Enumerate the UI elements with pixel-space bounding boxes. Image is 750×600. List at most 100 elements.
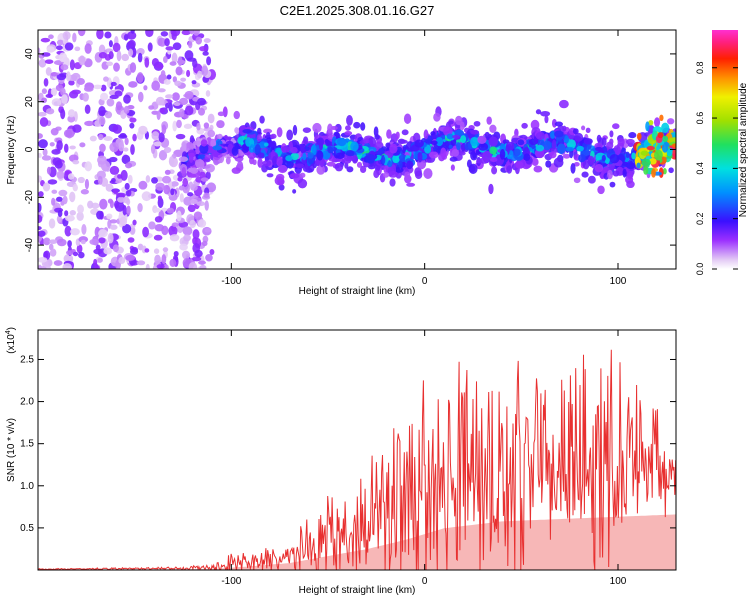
spectrogram-cell — [596, 134, 602, 143]
spectrogram-cell — [263, 142, 269, 147]
spectrogram-cell — [562, 125, 567, 132]
spectrogram-cell — [38, 191, 44, 197]
spectrogram-cell — [38, 226, 42, 231]
spectrogram-cell — [292, 189, 297, 194]
spectrogram-cell — [168, 156, 175, 167]
spectrogram-cell — [499, 148, 506, 160]
spectrogram-cell — [47, 179, 58, 185]
spectrogram-cell — [118, 134, 128, 139]
spectrogram-cell — [486, 116, 492, 125]
spectrogram-cell — [143, 85, 148, 91]
spectrogram-cell — [601, 137, 607, 147]
spectrogram-cell — [612, 123, 620, 130]
spectrogram-cell — [38, 47, 41, 55]
spectrogram-cell — [99, 143, 106, 153]
spectrogram-cell — [164, 38, 170, 47]
spectrogram-cell — [205, 254, 213, 262]
spectrogram-cell — [206, 56, 212, 66]
figure-title: C2E1.2025.308.01.16.G27 — [280, 3, 435, 18]
spectrogram-cell — [114, 200, 120, 209]
spectrogram-cell — [124, 182, 130, 190]
spectrogram-cell — [60, 64, 69, 71]
spectrogram-cell — [345, 150, 355, 157]
colorbar-tick-label: 0.6 — [695, 112, 705, 125]
spectrogram-cell — [360, 165, 367, 174]
spectrogram-cell — [162, 55, 168, 63]
spectrogram-cell — [345, 125, 351, 131]
spectrogram-cell — [667, 118, 675, 125]
spectrogram-cell — [151, 131, 160, 141]
spectrogram-cell — [506, 165, 513, 174]
spectrogram-cell — [145, 263, 150, 269]
spectrogram-cell — [290, 146, 298, 154]
spectrogram-cell — [163, 79, 171, 85]
spectrogram-cell — [360, 122, 366, 131]
spectrogram-cell — [78, 55, 86, 66]
spectrogram-cell — [578, 154, 586, 163]
spectrogram-cell — [570, 163, 576, 174]
spectrogram-cell — [609, 181, 616, 188]
spectrogram-cell — [203, 122, 210, 129]
spectrogram-cell — [108, 40, 113, 48]
spectrogram-cell — [202, 51, 209, 56]
spectrogram-cell — [56, 238, 67, 247]
spectrogram-cell — [48, 239, 58, 244]
spectrogram-cell — [231, 167, 241, 174]
spectrogram-cell — [631, 152, 636, 160]
spectrogram-cell — [166, 207, 175, 214]
spectrogram-cell — [263, 128, 273, 134]
spectrogram-cell — [168, 225, 178, 237]
spectrogram-cell — [295, 163, 305, 168]
spectrogram-cell — [612, 170, 620, 177]
spectrogram-cell — [84, 161, 92, 172]
spectrogram-cell — [114, 90, 123, 97]
spectrogram-cell — [234, 127, 239, 134]
colorbar-gradient — [712, 30, 738, 269]
spectrogram-cell — [189, 30, 195, 35]
snr-x-tick-label: 0 — [422, 576, 428, 587]
spectrogram-cell — [661, 143, 669, 153]
spectrogram-cell — [82, 92, 89, 102]
spectrogram-cell — [478, 142, 489, 151]
spectrogram-cell — [535, 144, 545, 152]
spectrogram-cell — [38, 256, 48, 263]
snr-panel: -100 0 100 0.5 1.0 1.5 2.0 2.5 Height of strai… — [5, 327, 677, 596]
spectrogram-cell — [155, 96, 165, 106]
spectrogram-cell — [449, 156, 458, 162]
spectrogram-cell — [45, 67, 52, 76]
spectrogram-cell — [57, 209, 63, 218]
spectrogram-cell — [125, 162, 133, 169]
spectrogram-cell — [56, 170, 65, 179]
spectrogram-cell — [268, 142, 275, 148]
spectrogram-cell — [374, 134, 380, 140]
spectrogram-cell — [385, 142, 391, 148]
spectrogram-cell — [41, 52, 51, 57]
spectrogram-cell — [335, 152, 345, 159]
spectrogram-cell — [203, 192, 210, 199]
spectrogram-cell — [38, 139, 48, 149]
spectrogram-cell — [132, 219, 137, 226]
spectrogram-cell — [468, 149, 475, 155]
spectrogram-y-tick-label: -40 — [24, 237, 35, 252]
spectrogram-cell — [41, 88, 48, 95]
spectrogram-cell — [193, 140, 202, 146]
spectrogram-cell — [56, 215, 62, 223]
spectrogram-cell — [346, 115, 353, 126]
spectrogram-cell — [666, 149, 673, 157]
spectrogram-cell — [55, 45, 63, 51]
snr-noise-envelope — [38, 514, 676, 570]
spectrogram-cell — [388, 171, 398, 178]
spectrogram-cell — [109, 200, 114, 209]
spectrogram-cell — [153, 207, 161, 213]
spectrogram-cell — [51, 148, 61, 155]
spectrogram-cell — [470, 136, 479, 147]
spectrogram-cell — [109, 165, 120, 175]
spectrogram-cell — [55, 196, 63, 202]
spectrogram-cell — [41, 155, 52, 161]
spectrogram-cell — [198, 46, 209, 52]
colorbar-tick-label: 0.0 — [695, 263, 705, 276]
spectrogram-cell — [156, 110, 161, 121]
spectrogram-cell — [276, 156, 283, 167]
spectrogram-cell — [257, 158, 263, 168]
spectrogram-cell — [662, 135, 669, 143]
